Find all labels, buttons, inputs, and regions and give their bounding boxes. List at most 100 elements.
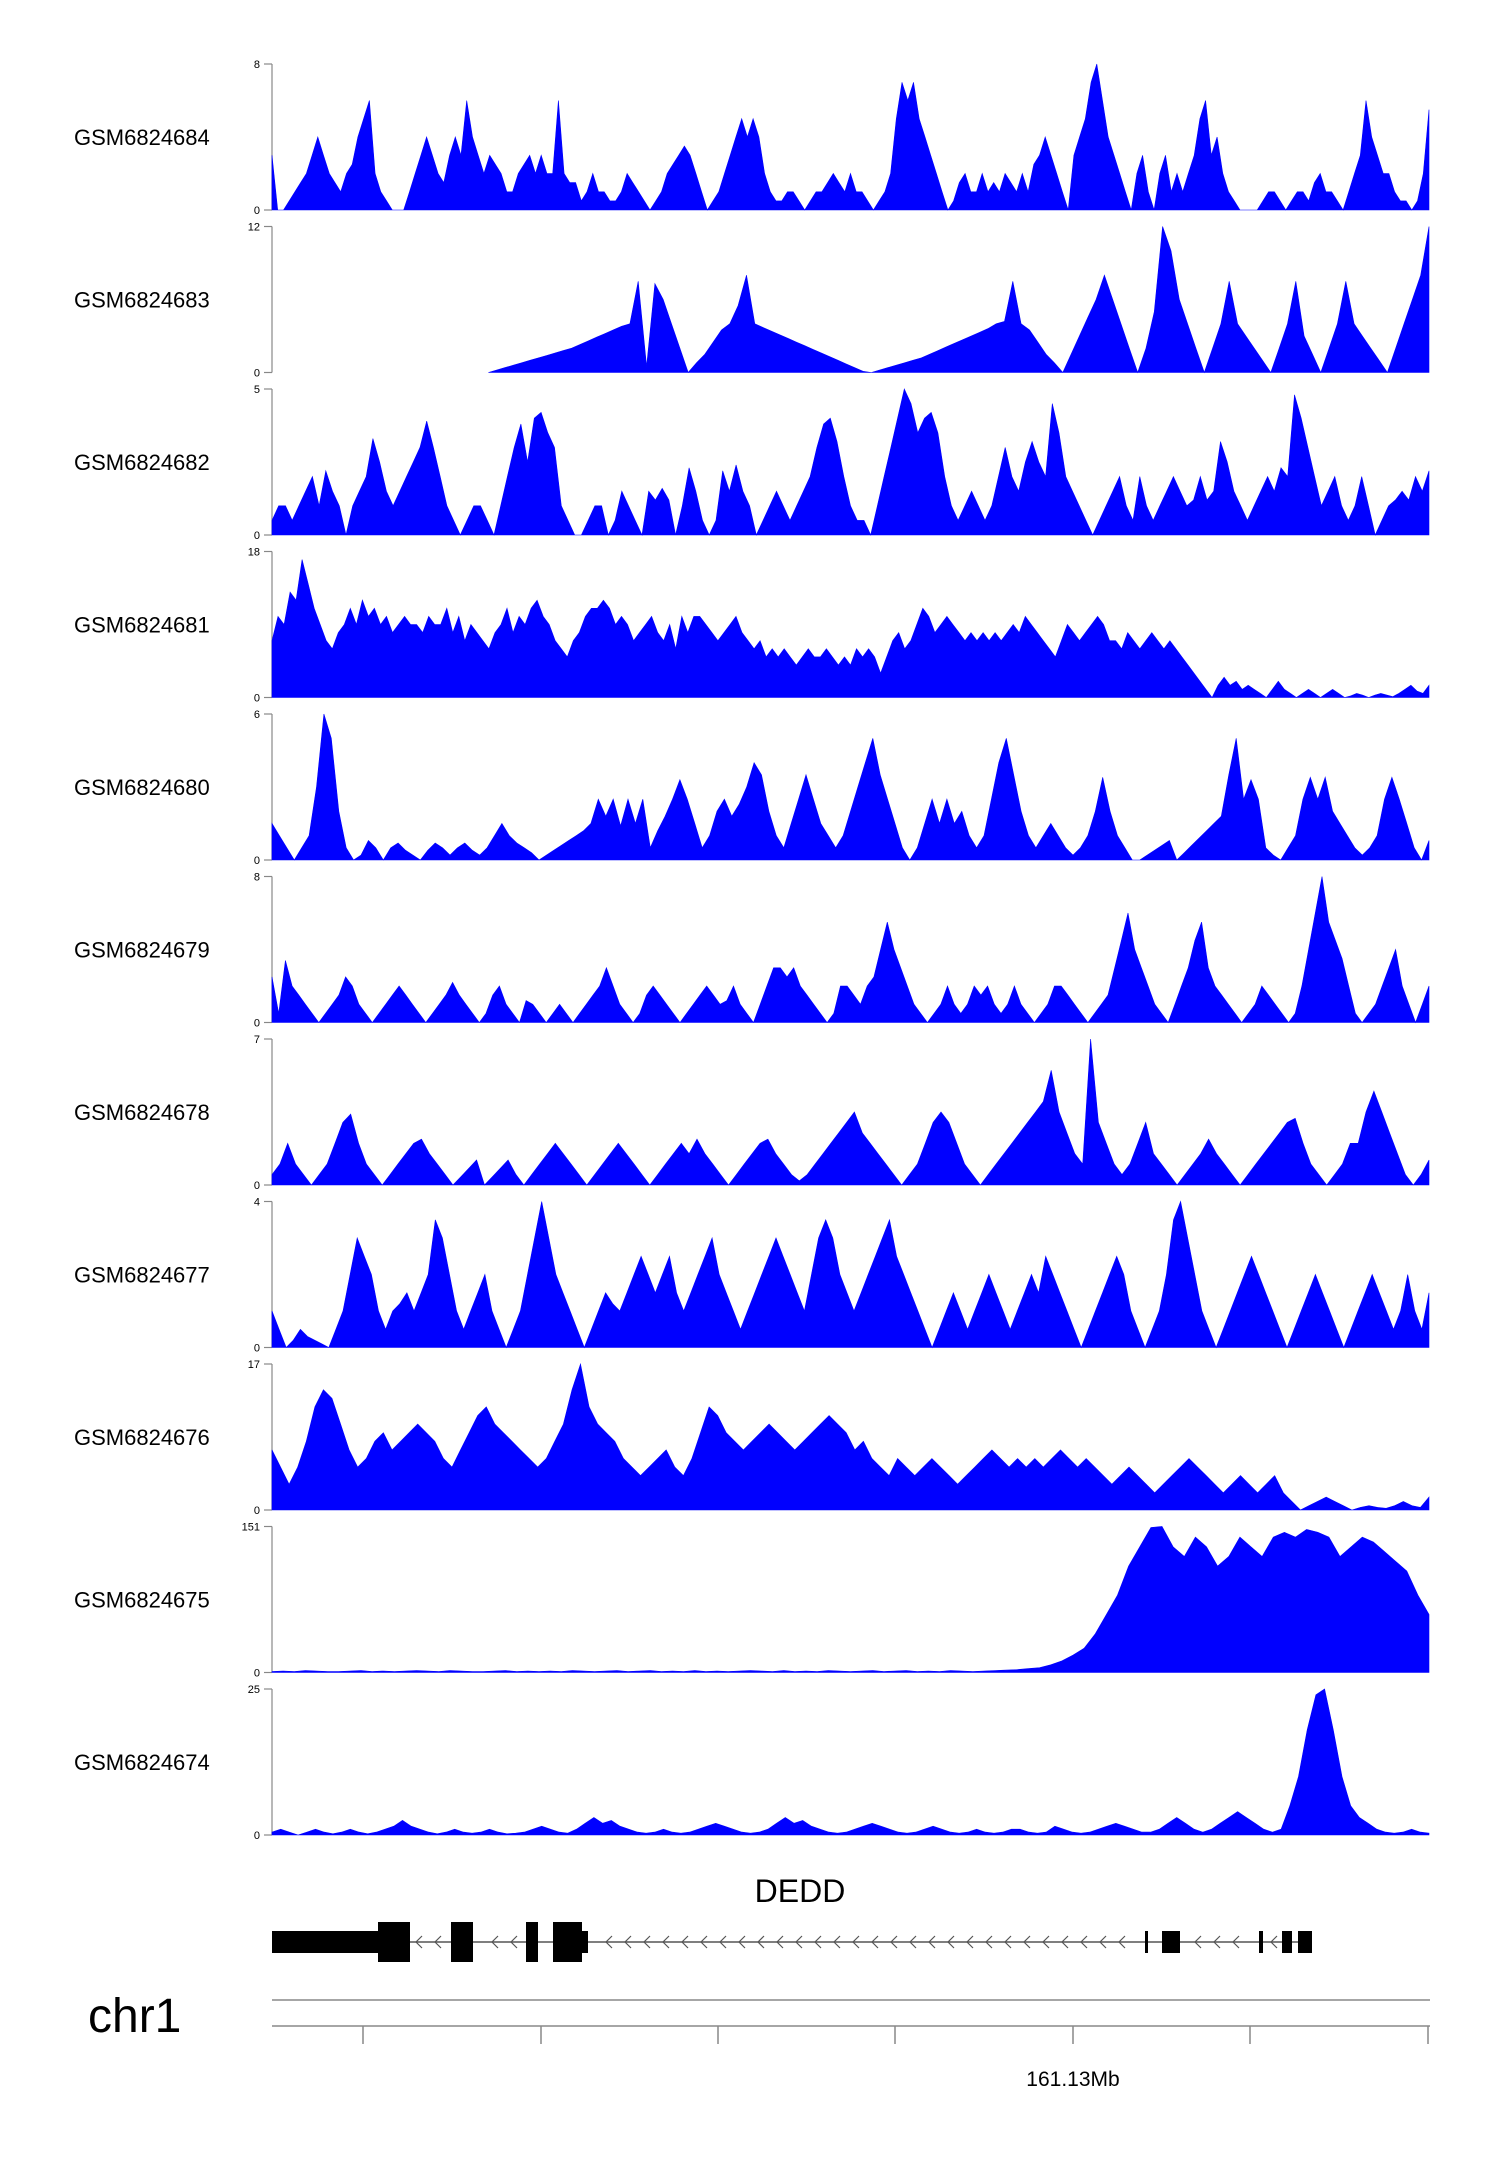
y-max-label: 18: [248, 547, 260, 559]
strand-arrow: [833, 1935, 841, 1949]
track-GSM6824678: GSM6824678 7 0: [74, 1034, 1430, 1192]
y-max-label: 5: [254, 384, 260, 396]
strand-arrow: [890, 1935, 898, 1949]
strand-arrow: [434, 1935, 442, 1949]
strand-arrow: [757, 1935, 765, 1949]
track-label: GSM6824676: [74, 1425, 210, 1450]
track-label: GSM6824675: [74, 1588, 210, 1613]
strand-arrow: [415, 1935, 423, 1949]
y-min-label: 0: [254, 1830, 260, 1842]
strand-arrow: [1099, 1935, 1107, 1949]
track-GSM6824674: GSM6824674 25 0: [74, 1684, 1430, 1842]
chromosome-label: chr1: [88, 1990, 181, 2043]
strand-arrow: [681, 1935, 689, 1949]
exon: [272, 1931, 378, 1953]
y-min-label: 0: [254, 530, 260, 542]
track-GSM6824675: GSM6824675 151 0: [74, 1522, 1430, 1680]
coverage-tracks: GSM682468480GSM6824683120GSM682468250GSM…: [74, 59, 1430, 1842]
y-max-label: 6: [254, 709, 260, 721]
strand-arrow: [1023, 1935, 1031, 1949]
track-label: GSM6824674: [74, 1750, 210, 1775]
strand-arrow: [1080, 1935, 1088, 1949]
gene-label: DEDD: [755, 1873, 846, 1909]
gene-track: DEDD: [272, 1873, 1312, 1962]
exon: [1259, 1931, 1263, 1953]
track-label: GSM6824683: [74, 288, 210, 313]
axis-coordinate-label: 161.13Mb: [1026, 2068, 1119, 2091]
track-label: GSM6824679: [74, 938, 210, 963]
y-min-label: 0: [254, 855, 260, 867]
track-GSM6824680: GSM6824680 6 0: [74, 709, 1430, 867]
strand-arrow: [795, 1935, 803, 1949]
strand-arrow: [966, 1935, 974, 1949]
strand-arrow: [909, 1935, 917, 1949]
coverage-area: [271, 1688, 1430, 1836]
strand-arrows: [415, 1935, 1278, 1949]
strand-arrow: [1061, 1935, 1069, 1949]
strand-arrow: [871, 1935, 879, 1949]
y-max-label: 151: [242, 1522, 260, 1534]
track-GSM6824681: GSM6824681 18 0: [74, 547, 1430, 705]
y-max-label: 12: [248, 222, 260, 234]
gene-exons: [272, 1922, 1312, 1962]
exon: [378, 1922, 410, 1962]
track-GSM6824676: GSM6824676 17 0: [74, 1359, 1430, 1517]
strand-arrow: [1270, 1935, 1278, 1949]
strand-arrow: [491, 1935, 499, 1949]
strand-arrow: [1004, 1935, 1012, 1949]
strand-arrow: [1118, 1935, 1126, 1949]
coverage-area: [271, 713, 1430, 861]
coverage-area: [271, 1200, 1430, 1349]
coverage-area: [271, 388, 1430, 537]
coverage-area: [488, 226, 1430, 374]
strand-arrow: [776, 1935, 784, 1949]
y-max-label: 8: [254, 872, 260, 884]
track-GSM6824679: GSM6824679 8 0: [74, 872, 1430, 1030]
strand-arrow: [643, 1935, 651, 1949]
track-label: GSM6824681: [74, 613, 210, 638]
exon: [451, 1922, 473, 1962]
y-min-label: 0: [254, 1505, 260, 1517]
strand-arrow: [510, 1935, 518, 1949]
strand-arrow: [1194, 1935, 1202, 1949]
coverage-area: [271, 1362, 1430, 1511]
track-label: GSM6824678: [74, 1100, 210, 1125]
strand-arrow: [1213, 1935, 1221, 1949]
coverage-area: [271, 559, 1430, 699]
track-GSM6824682: GSM6824682 5 0: [74, 384, 1430, 542]
y-min-label: 0: [254, 693, 260, 705]
exon: [1282, 1931, 1292, 1953]
strand-arrow: [624, 1935, 632, 1949]
y-max-label: 8: [254, 59, 260, 71]
coverage-area: [271, 876, 1430, 1024]
strand-arrow: [700, 1935, 708, 1949]
track-GSM6824677: GSM6824677 4 0: [74, 1197, 1430, 1355]
track-label: GSM6824677: [74, 1263, 210, 1288]
strand-arrow: [928, 1935, 936, 1949]
strand-arrow: [1042, 1935, 1050, 1949]
strand-arrow: [947, 1935, 955, 1949]
track-GSM6824683: GSM6824683 12 0: [74, 222, 1430, 380]
strand-arrow: [985, 1935, 993, 1949]
genomic-axis: 161.13Mb: [272, 1999, 1430, 2091]
exon: [526, 1922, 538, 1962]
y-min-label: 0: [254, 1018, 260, 1030]
exon: [1145, 1931, 1148, 1953]
y-min-label: 0: [254, 368, 260, 380]
y-min-label: 0: [254, 1180, 260, 1192]
strand-arrow: [719, 1935, 727, 1949]
exon: [553, 1922, 582, 1962]
strand-arrow: [738, 1935, 746, 1949]
strand-arrow: [1232, 1935, 1240, 1949]
exon: [1162, 1931, 1180, 1953]
track-label: GSM6824682: [74, 450, 210, 475]
y-min-label: 0: [254, 1668, 260, 1680]
coverage-area: [271, 1526, 1430, 1673]
track-GSM6824684: GSM6824684 8 0: [74, 59, 1430, 217]
coverage-area: [271, 63, 1430, 211]
strand-arrow: [605, 1935, 613, 1949]
y-max-label: 25: [248, 1684, 260, 1696]
track-label: GSM6824684: [74, 125, 210, 150]
strand-arrow: [852, 1935, 860, 1949]
y-max-label: 17: [248, 1359, 260, 1371]
